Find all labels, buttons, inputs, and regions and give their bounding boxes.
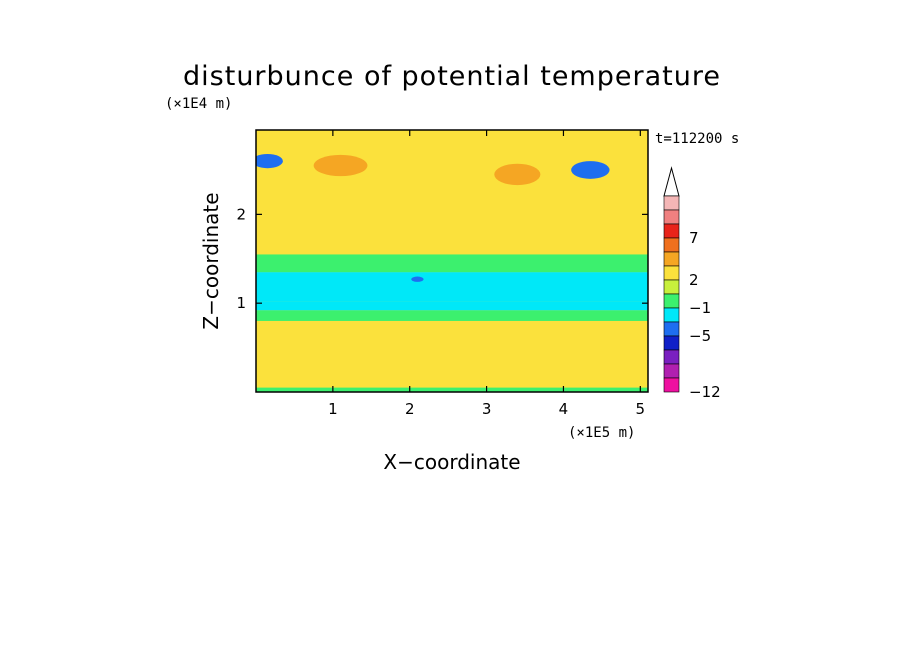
colorbar-swatch (663, 223, 680, 239)
colorbar-swatch (663, 195, 680, 211)
x-unit-label: (×1E5 m) (568, 425, 635, 441)
contour-blob (494, 163, 541, 186)
plot-frame (255, 129, 649, 393)
y-axis-label: Z−coordinate (199, 192, 223, 329)
colorbar-label: −5 (689, 327, 711, 345)
y-tick-label: 2 (236, 205, 246, 223)
x-tick-label: 1 (328, 400, 338, 418)
contour-field (256, 130, 648, 392)
colorbar-swatch (663, 307, 680, 323)
x-tick-label: 3 (482, 400, 492, 418)
y-unit-label: (×1E4 m) (165, 96, 232, 112)
colorbar-swatch (663, 251, 680, 267)
colorbar-label: −1 (689, 299, 711, 317)
contour-band (256, 301, 648, 311)
colorbar-swatch (663, 209, 680, 225)
x-axis-label: X−coordinate (383, 450, 520, 474)
y-axis: 12 (236, 205, 648, 312)
contour-band (256, 310, 648, 321)
colorbar-swatch (663, 335, 680, 351)
contour-blob (411, 276, 424, 282)
contour-blob (571, 161, 610, 179)
colorbar-extend-arrow (663, 166, 680, 197)
colorbar-label: 7 (689, 229, 699, 247)
x-tick-label: 4 (559, 400, 569, 418)
x-tick-label: 2 (405, 400, 415, 418)
x-axis: 1 2 3 4 5 (328, 130, 645, 418)
contour-blob (313, 154, 368, 177)
contour-band (256, 254, 648, 273)
time-label: t=112200 s (655, 131, 739, 147)
colorbar-swatch (663, 363, 680, 379)
colorbar: 7 2 −1 −5 −12 (663, 166, 721, 401)
colorbar-swatch (663, 237, 680, 253)
contour-blob (256, 153, 283, 169)
contour-band (256, 130, 648, 255)
colorbar-swatch (663, 293, 680, 309)
colorbar-label: −12 (689, 383, 721, 401)
x-tick-label: 5 (636, 400, 646, 418)
contour-band (256, 320, 648, 361)
chart-title: disturbunce of potential temperature (183, 61, 721, 92)
colorbar-swatch (663, 279, 680, 295)
contour-band (256, 387, 648, 392)
colorbar-swatch (663, 321, 680, 337)
y-tick-label: 1 (236, 294, 246, 312)
colorbar-swatch (663, 265, 680, 281)
contour-band (256, 360, 648, 388)
colorbar-label: 2 (689, 271, 699, 289)
colorbar-swatch (663, 349, 680, 365)
contour-band (256, 272, 648, 302)
colorbar-swatch (663, 377, 680, 393)
